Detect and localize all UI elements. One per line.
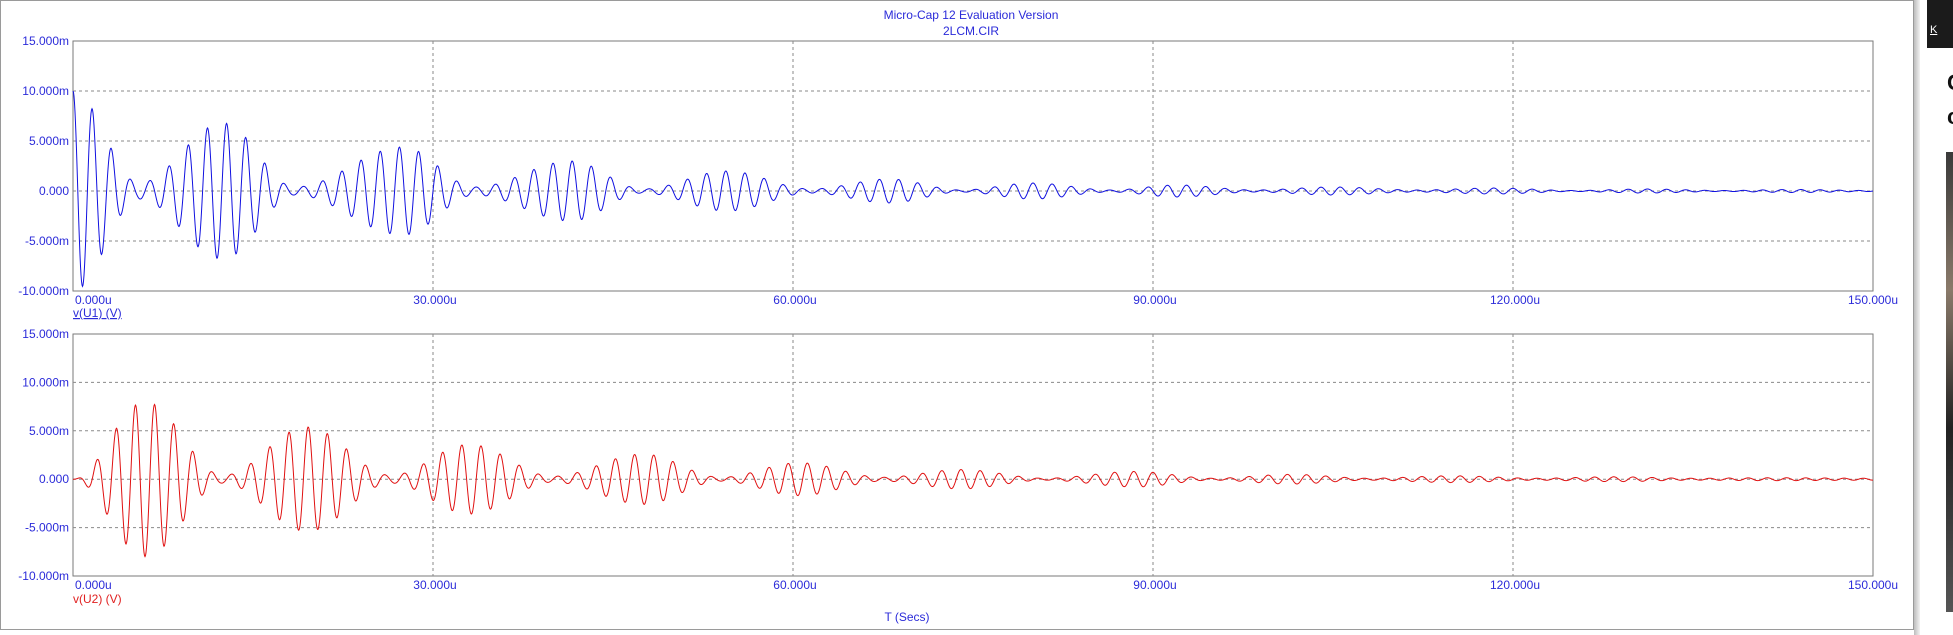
y-tick-label: 5.000m xyxy=(29,134,69,148)
plot-canvas: Micro-Cap 12 Evaluation Version 2LCM.CIR… xyxy=(18,8,1898,624)
side-tab-label: K xyxy=(1930,24,1938,36)
series-line-1 xyxy=(72,90,1874,288)
x-tick-label: 60.000u xyxy=(773,578,816,592)
y-tick-label: 15.000m xyxy=(22,34,69,48)
trace-label: v(U2) (V) xyxy=(73,592,122,606)
y-tick-label: -10.000m xyxy=(18,284,69,298)
x-tick-label: 60.000u xyxy=(773,293,816,307)
plot-window: Micro-Cap 12 Evaluation Version 2LCM.CIR… xyxy=(0,0,1914,630)
series-line-2 xyxy=(73,403,1874,558)
x-tick-label: 90.000u xyxy=(1133,293,1176,307)
x-tick-label: 30.000u xyxy=(413,578,456,592)
window-shadow xyxy=(1914,0,1920,635)
side-tab[interactable]: K xyxy=(1927,0,1953,48)
plot-border xyxy=(72,333,1874,577)
y-tick-label: -10.000m xyxy=(18,569,69,583)
y-tick-label: -5.000m xyxy=(25,521,69,535)
y-tick-label: 10.000m xyxy=(22,375,69,389)
adjacent-window-edge: K C c xyxy=(1914,0,1953,635)
window-title-line-1: Micro-Cap 12 Evaluation Version xyxy=(884,8,1059,22)
x-tick-label: 0.000u xyxy=(75,578,112,592)
side-image xyxy=(1946,152,1953,612)
x-tick-label: 150.000u xyxy=(1848,293,1898,307)
x-tick-label: 120.000u xyxy=(1490,578,1540,592)
window-title-line-2: 2LCM.CIR xyxy=(943,24,999,38)
y-tick-label: 10.000m xyxy=(22,84,69,98)
y-tick-label: -5.000m xyxy=(25,234,69,248)
y-tick-label: 15.000m xyxy=(22,327,69,341)
y-tick-label: 0.000 xyxy=(39,184,69,198)
chart-u2: 0.000u 30.000u 60.000u 90.000u 120.000u 150.0… xyxy=(18,327,1898,606)
x-tick-label: 150.000u xyxy=(1848,578,1898,592)
x-tick-label: 30.000u xyxy=(413,293,456,307)
x-tick-label: 0.000u xyxy=(75,293,112,307)
side-text-2: c xyxy=(1947,104,1953,130)
y-tick-label: 0.000 xyxy=(39,472,69,486)
x-tick-label: 120.000u xyxy=(1490,293,1540,307)
plot-border xyxy=(72,40,1874,292)
y-tick-label: 5.000m xyxy=(29,424,69,438)
side-text-1: C xyxy=(1947,70,1953,96)
trace-label: v(U1) (V) xyxy=(73,306,122,320)
x-tick-label: 90.000u xyxy=(1133,578,1176,592)
chart-u1: 0.000u 30.000u 60.000u 90.000u 120.000u 150.0… xyxy=(18,34,1898,320)
x-axis-title: T (Secs) xyxy=(884,610,929,624)
